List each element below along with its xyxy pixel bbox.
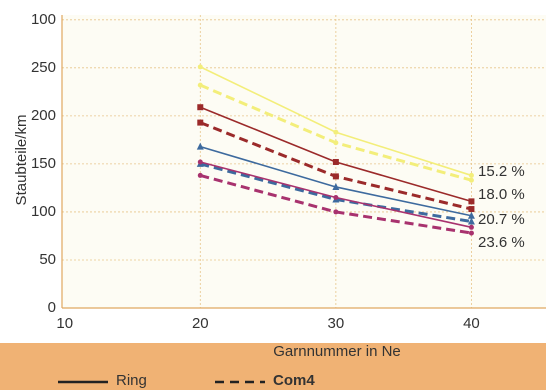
legend-label: Com4 — [273, 372, 315, 389]
annotation: 18.0 % — [478, 186, 525, 203]
marker — [197, 64, 203, 70]
marker — [196, 142, 204, 150]
marker — [197, 172, 203, 178]
y-tick-label: 250 — [31, 59, 56, 76]
marker — [332, 158, 339, 165]
plot-area — [62, 15, 546, 308]
y-tick-label: 100 — [31, 203, 56, 220]
marker — [197, 119, 204, 126]
x-tick-label: 20 — [192, 315, 209, 332]
y-tick-label: 0 — [48, 299, 56, 316]
marker — [467, 211, 475, 219]
y-tick-label: 100 — [31, 11, 56, 28]
marker — [467, 217, 475, 225]
marker — [333, 209, 339, 215]
marker — [197, 104, 204, 111]
marker — [333, 140, 339, 146]
y-tick-label: 150 — [31, 155, 56, 172]
marker — [468, 177, 474, 183]
marker — [468, 206, 475, 213]
x-tick-label: 10 — [56, 315, 73, 332]
x-tick-label: 40 — [463, 315, 480, 332]
annotation: 23.6 % — [478, 234, 525, 251]
marker — [332, 173, 339, 180]
marker — [468, 224, 474, 230]
marker — [333, 195, 339, 201]
y-tick-label: 50 — [39, 251, 56, 268]
marker — [468, 230, 474, 236]
marker — [197, 82, 203, 88]
y-axis-label: Staubteile/km — [13, 115, 30, 206]
x-tick-label: 30 — [328, 315, 345, 332]
annotation: 15.2 % — [478, 163, 525, 180]
marker — [197, 159, 203, 165]
y-tick-label: 200 — [31, 107, 56, 124]
x-axis-label: Garnnummer in Ne — [273, 343, 401, 360]
marker — [333, 129, 339, 135]
marker — [468, 198, 475, 205]
annotation: 20.7 % — [478, 211, 525, 228]
marker — [468, 172, 474, 178]
marker — [332, 182, 340, 190]
legend-label: Ring — [116, 372, 147, 389]
